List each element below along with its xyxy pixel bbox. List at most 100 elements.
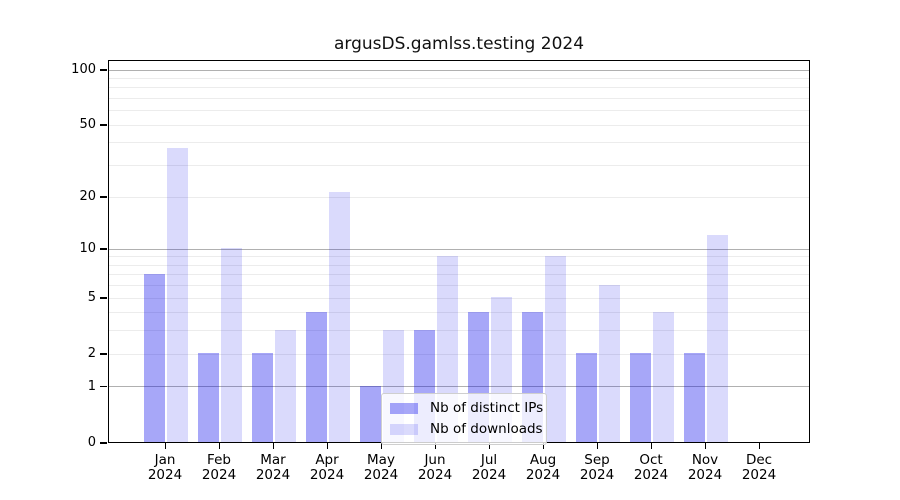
- minor-gridline-4: [109, 312, 809, 314]
- y-tick-10: [100, 248, 107, 250]
- minor-gridline-5: [109, 297, 809, 299]
- bar-distinct-ips-oct: [630, 353, 651, 442]
- month-label: May: [367, 452, 395, 468]
- major-gridline-1: [109, 386, 809, 388]
- month-label: Nov: [691, 452, 719, 468]
- x-tick-label-may: May 2024: [352, 453, 410, 483]
- x-tick-label-jan: Jan 2024: [136, 453, 194, 483]
- x-tick-label-feb: Feb 2024: [190, 453, 248, 483]
- bar-downloads-feb: [221, 248, 242, 442]
- minor-gridline-90: [109, 78, 809, 80]
- legend-entry-downloads: Nb of downloads: [390, 421, 543, 437]
- year-label: 2024: [525, 467, 561, 483]
- x-tick-label-sep: Sep 2024: [568, 453, 626, 483]
- x-tick-jun: [434, 443, 436, 449]
- chart-title: argusDS.gamlss.testing 2024: [333, 34, 585, 54]
- year-label: 2024: [255, 467, 291, 483]
- minor-gridline-60: [109, 110, 809, 112]
- x-tick-mar: [272, 443, 274, 449]
- bar-downloads-sep: [599, 284, 620, 442]
- minor-gridline-50: [109, 124, 809, 126]
- y-tick-100: [100, 69, 107, 71]
- month-label: Jun: [424, 452, 446, 468]
- minor-gridline-6: [109, 285, 809, 287]
- year-label: 2024: [201, 467, 237, 483]
- bar-distinct-ips-apr: [306, 311, 327, 442]
- year-label: 2024: [309, 467, 345, 483]
- year-label: 2024: [687, 467, 723, 483]
- minor-gridline-9: [109, 256, 809, 258]
- minor-gridline-2: [109, 353, 809, 355]
- x-tick-label-mar: Mar 2024: [244, 453, 302, 483]
- minor-gridline-20: [109, 196, 809, 198]
- bar-distinct-ips-jan: [144, 273, 165, 442]
- year-label: 2024: [147, 467, 183, 483]
- bar-distinct-ips-nov: [684, 353, 705, 442]
- bar-distinct-ips-may: [360, 386, 381, 442]
- year-label: 2024: [579, 467, 615, 483]
- month-label: Aug: [529, 452, 557, 468]
- year-label: 2024: [633, 467, 669, 483]
- legend-entry-distinct-ips: Nb of distinct IPs: [390, 400, 543, 416]
- x-tick-label-jun: Jun 2024: [406, 453, 464, 483]
- y-tick-20: [100, 196, 107, 198]
- bar-downloads-jan: [167, 148, 188, 442]
- x-tick-jul: [488, 443, 490, 449]
- major-gridline-10: [109, 248, 809, 250]
- y-tick-label-50: 50: [79, 117, 96, 133]
- bar-downloads-oct: [653, 311, 674, 442]
- month-label: Sep: [584, 452, 610, 468]
- bar-distinct-ips-sep: [576, 353, 597, 442]
- y-tick-label-0: 0: [87, 435, 96, 450]
- bar-downloads-mar: [275, 330, 296, 442]
- legend-label-distinct-ips: Nb of distinct IPs: [430, 400, 544, 416]
- y-tick-50: [100, 124, 107, 126]
- minor-gridline-30: [109, 165, 809, 167]
- x-tick-sep: [596, 443, 598, 449]
- month-label: Feb: [207, 452, 231, 468]
- y-tick-2: [100, 353, 107, 355]
- y-tick-label-5: 5: [87, 290, 96, 306]
- bar-distinct-ips-mar: [252, 353, 273, 442]
- bar-downloads-apr: [329, 192, 350, 442]
- x-tick-apr: [326, 443, 328, 449]
- legend-swatch-distinct-ips: [390, 402, 418, 414]
- x-tick-dec: [758, 443, 760, 449]
- x-tick-may: [380, 443, 382, 449]
- y-tick-label-2: 2: [87, 346, 96, 362]
- legend-swatch-downloads: [390, 423, 418, 435]
- x-tick-label-aug: Aug 2024: [514, 453, 572, 483]
- y-tick-label-100: 100: [71, 62, 96, 78]
- legend-label-downloads: Nb of downloads: [430, 421, 543, 437]
- minor-gridline-70: [109, 98, 809, 100]
- x-tick-nov: [704, 443, 706, 449]
- minor-gridline-8: [109, 264, 809, 266]
- month-label: Mar: [260, 452, 286, 468]
- y-tick-1: [100, 385, 107, 388]
- year-label: 2024: [417, 467, 453, 483]
- month-label: Oct: [639, 452, 663, 468]
- x-tick-oct: [650, 443, 652, 449]
- minor-gridline-7: [109, 274, 809, 276]
- plot-area: [108, 60, 810, 443]
- bar-distinct-ips-feb: [198, 353, 219, 442]
- bar-downloads-aug: [545, 255, 566, 442]
- x-tick-jan: [164, 443, 166, 449]
- bar-downloads-nov: [707, 234, 728, 442]
- x-tick-feb: [218, 443, 220, 449]
- y-tick-label-10: 10: [79, 241, 96, 257]
- month-label: Jan: [154, 452, 176, 468]
- x-tick-label-jul: Jul 2024: [460, 453, 518, 483]
- x-tick-label-apr: Apr 2024: [298, 453, 356, 483]
- minor-gridline-40: [109, 142, 809, 144]
- major-gridline-100: [109, 69, 809, 71]
- month-label: Jul: [480, 452, 498, 468]
- y-tick-label-20: 20: [79, 189, 96, 204]
- month-label: Apr: [315, 452, 339, 468]
- y-tick-0: [100, 442, 107, 444]
- x-tick-label-nov: Nov 2024: [676, 453, 734, 483]
- legend: Nb of distinct IPs Nb of downloads: [381, 393, 547, 445]
- year-label: 2024: [471, 467, 507, 483]
- year-label: 2024: [741, 467, 777, 483]
